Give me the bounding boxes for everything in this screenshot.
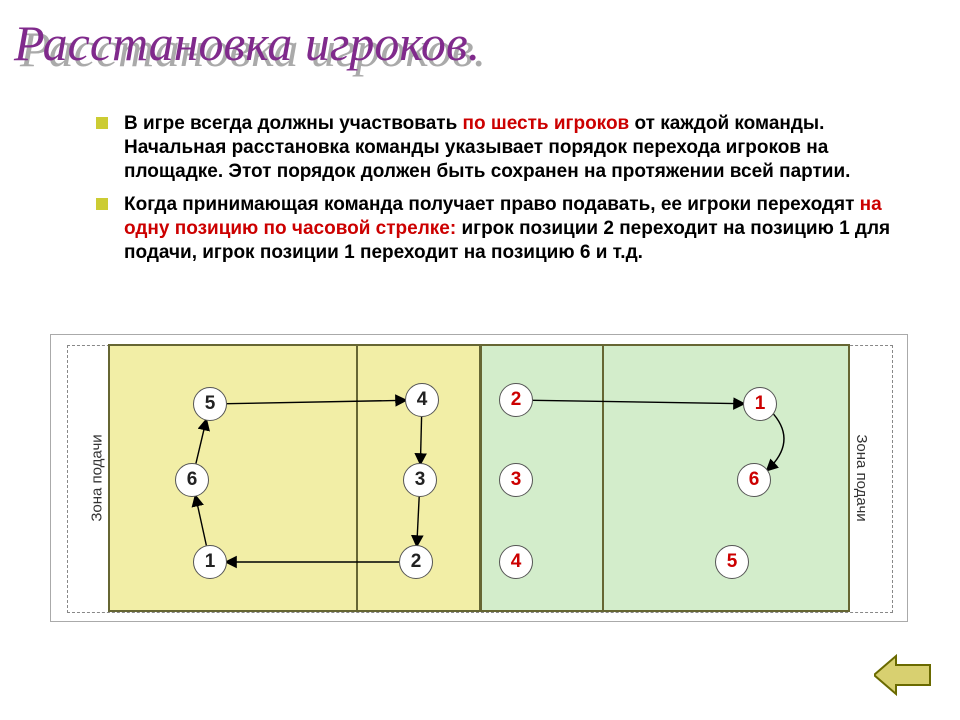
page-title: Расстановка игроков. Расстановка игроков… <box>12 8 952 103</box>
attack-line-right <box>602 346 604 610</box>
bullet-item: Когда принимающая команда получает право… <box>96 193 900 264</box>
player-L2: 2 <box>399 545 433 579</box>
player-R3: 3 <box>499 463 533 497</box>
zone-label-right: Зона подачи <box>853 434 870 521</box>
player-R5: 5 <box>715 545 749 579</box>
player-L3: 3 <box>403 463 437 497</box>
zone-label-left: Зона подачи <box>89 434 106 521</box>
back-button[interactable] <box>874 652 932 698</box>
svg-text:Расстановка игроков.: Расстановка игроков. <box>13 15 480 71</box>
player-R1: 1 <box>743 387 777 421</box>
bullet-list: В игре всегда должны участвовать по шест… <box>96 112 900 275</box>
player-R4: 4 <box>499 545 533 579</box>
player-R2: 2 <box>499 383 533 417</box>
player-L1: 1 <box>193 545 227 579</box>
net-line <box>479 346 482 610</box>
court: 5 6 1 4 3 2 2 3 4 1 6 5 <box>108 344 850 612</box>
player-L4: 4 <box>405 383 439 417</box>
bullet-item: В игре всегда должны участвовать по шест… <box>96 112 900 183</box>
court-half-right <box>479 346 848 610</box>
player-L6: 6 <box>175 463 209 497</box>
player-L5: 5 <box>193 387 227 421</box>
player-R6: 6 <box>737 463 771 497</box>
attack-line-left <box>356 346 358 610</box>
